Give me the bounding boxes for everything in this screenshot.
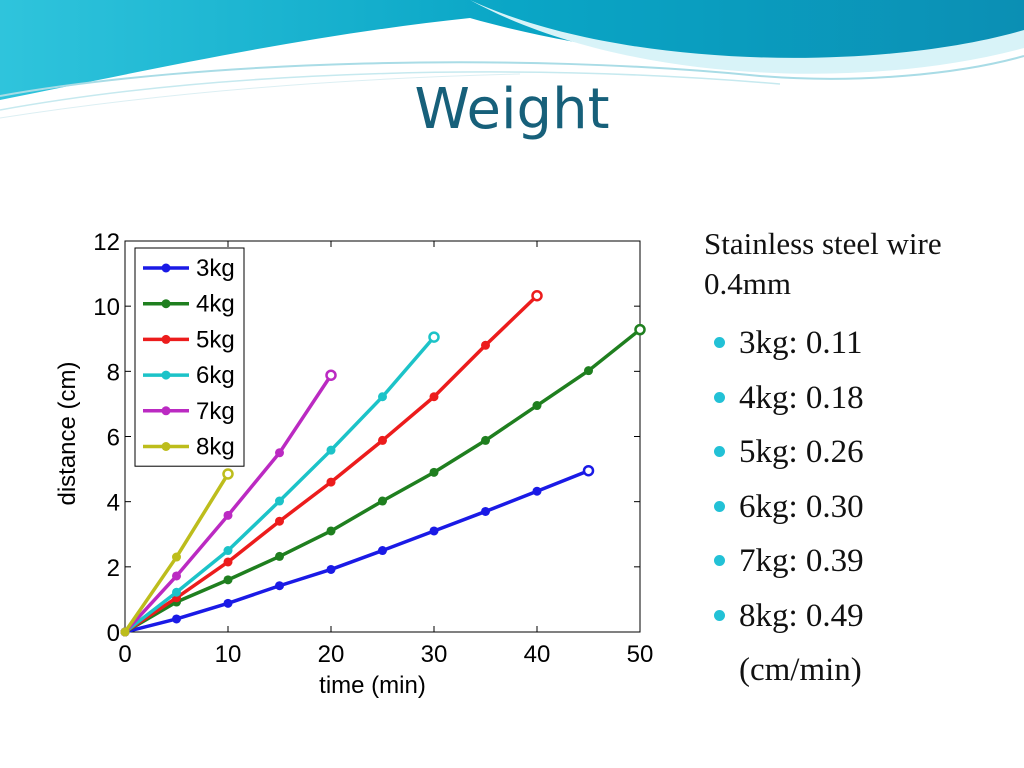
data-point (223, 557, 233, 567)
legend-swatch-marker (161, 442, 171, 451)
bullet-dot-icon (714, 337, 725, 348)
data-point (481, 340, 490, 350)
data-point (223, 575, 233, 585)
bullet-text: 8kg: 0.49 (739, 597, 864, 634)
data-point (532, 486, 542, 496)
x-tick-label: 10 (215, 641, 242, 668)
data-point (584, 366, 593, 376)
legend-label: 4kg (196, 291, 235, 318)
data-point (378, 392, 387, 402)
y-axis-label: distance (cm) (54, 361, 81, 505)
data-point (172, 587, 181, 597)
bullet-item: 6kg: 0.30 (704, 480, 1014, 535)
data-point (326, 564, 336, 574)
y-tick-label: 2 (107, 555, 120, 582)
y-tick-label: 0 (107, 620, 120, 647)
y-tick-label: 6 (107, 425, 120, 452)
data-point (326, 445, 336, 455)
series-line (124, 469, 590, 634)
data-point (429, 392, 439, 402)
x-axis-label: time (min) (319, 672, 426, 699)
legend-box (134, 247, 245, 467)
side-panel: Stainless steel wire 0.4mm 3kg: 0.11 4kg:… (704, 224, 1014, 697)
data-point (223, 546, 233, 556)
series-5kg (120, 289, 543, 637)
data-point (275, 516, 284, 526)
y-tick-label: 4 (107, 490, 120, 517)
data-point (429, 467, 439, 477)
data-point (223, 510, 233, 520)
data-point (120, 627, 130, 637)
legend-label: 8kg (196, 434, 235, 461)
y-tick-label: 12 (93, 229, 120, 256)
bullet-text: 3kg: 0.11 (739, 325, 863, 361)
data-point (275, 551, 284, 561)
bullet-dot-icon (714, 609, 725, 621)
side-heading: Stainless steel wire 0.4mm (704, 226, 942, 301)
y-tick-label: 8 (107, 359, 120, 386)
legend-swatch-marker (161, 370, 171, 380)
x-tick-label: 50 (627, 641, 654, 668)
legend-swatch-marker (161, 299, 171, 309)
data-point (325, 369, 337, 381)
x-tick-label: 30 (421, 641, 448, 668)
bullet-text: 5kg: 0.26 (739, 434, 864, 470)
data-point (481, 506, 490, 516)
x-tick-label: 0 (118, 641, 131, 668)
legend-label: 7kg (196, 398, 235, 425)
legend-label: 3kg (196, 255, 235, 282)
data-point (531, 289, 543, 302)
x-tick-label: 20 (318, 641, 345, 668)
data-point (326, 526, 336, 536)
data-point (222, 468, 234, 480)
bullet-list: 3kg: 0.11 4kg: 0.18 5kg: 0.26 6kg: 0.30 7kg:… (704, 316, 1014, 643)
bullet-item: 7kg: 0.39 (704, 534, 1014, 589)
legend-swatch-marker (161, 263, 171, 273)
bullet-item: 3kg: 0.11 (704, 316, 1014, 371)
legend-label: 6kg (196, 362, 235, 389)
unit-note: (cm/min) (739, 652, 862, 688)
bullet-item: 5kg: 0.26 (704, 425, 1014, 480)
bullet-dot-icon (714, 391, 725, 403)
legend-label: 5kg (196, 326, 235, 353)
slide-title: Weight (414, 77, 610, 142)
data-point (582, 464, 595, 477)
series-8kg (120, 468, 234, 637)
header-banner (0, 0, 1024, 119)
data-point (429, 526, 439, 536)
data-point (634, 323, 646, 336)
legend-swatch-marker (161, 406, 171, 416)
data-point (275, 448, 284, 458)
bullet-text: 7kg: 0.39 (739, 543, 864, 579)
data-point (326, 477, 336, 487)
data-point (481, 435, 490, 445)
data-point (532, 401, 542, 411)
data-point (378, 496, 387, 506)
bullet-dot-icon (714, 446, 725, 457)
data-point (172, 571, 181, 581)
data-point (428, 331, 440, 343)
y-tick-label: 10 (93, 294, 120, 321)
x-tick-label: 40 (524, 641, 551, 668)
data-point (378, 435, 387, 445)
data-point (223, 598, 233, 608)
bullet-dot-icon (714, 555, 725, 566)
legend: 3kg 4kg 5kg 6kg 7kg 8kg (134, 247, 245, 467)
data-point (275, 581, 284, 591)
bullet-dot-icon (714, 500, 725, 512)
data-point (172, 614, 181, 624)
bullet-item: 8kg: 0.49 (704, 589, 1014, 644)
data-point (378, 546, 387, 556)
bullet-text: 6kg: 0.30 (739, 488, 864, 525)
bullet-text: 4kg: 0.18 (739, 379, 864, 416)
data-point (172, 552, 181, 562)
bullet-item: 4kg: 0.18 (704, 371, 1014, 426)
data-point (275, 496, 284, 506)
legend-swatch-marker (161, 334, 171, 344)
